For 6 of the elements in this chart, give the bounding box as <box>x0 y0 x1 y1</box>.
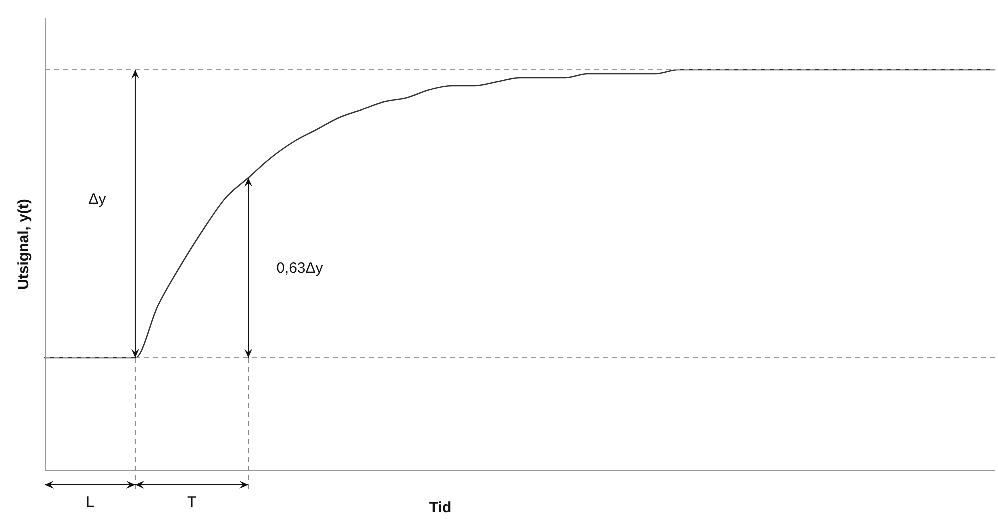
annotation: Δy <box>88 191 107 208</box>
text: T <box>187 494 197 511</box>
y-axis-title: Utsignal, y(t) <box>16 199 32 290</box>
annotation: 0,63Δy <box>276 260 324 277</box>
x-axis-title: Tid <box>429 500 452 516</box>
text: L <box>86 494 94 511</box>
